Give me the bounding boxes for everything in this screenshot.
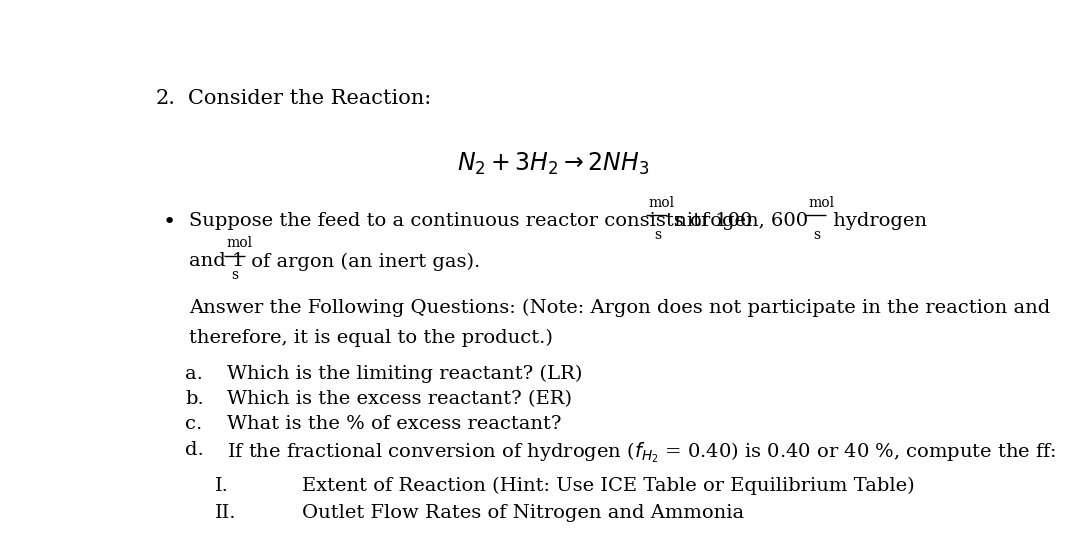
Text: Outlet Flow Rates of Nitrogen and Ammonia: Outlet Flow Rates of Nitrogen and Ammoni…	[302, 504, 744, 522]
Text: s: s	[231, 268, 239, 283]
Text: mol: mol	[808, 196, 834, 210]
Text: Which is the limiting reactant? (LR): Which is the limiting reactant? (LR)	[227, 365, 582, 383]
Text: a.: a.	[186, 365, 203, 383]
Text: nitrogen, 600: nitrogen, 600	[669, 212, 808, 230]
Text: Answer the Following Questions: (Note: Argon does not participate in the reactio: Answer the Following Questions: (Note: A…	[189, 299, 1051, 317]
Text: of argon (an inert gas).: of argon (an inert gas).	[245, 252, 481, 271]
Text: b.: b.	[186, 390, 204, 408]
Text: Which is the excess reactant? (ER): Which is the excess reactant? (ER)	[227, 390, 572, 408]
Text: Extent of Reaction (Hint: Use ICE Table or Equilibrium Table): Extent of Reaction (Hint: Use ICE Table …	[302, 477, 915, 495]
Text: •: •	[163, 212, 176, 232]
Text: I.: I.	[215, 477, 228, 495]
Text: therefore, it is equal to the product.): therefore, it is equal to the product.)	[189, 328, 553, 347]
Text: d.: d.	[186, 441, 204, 459]
Text: hydrogen: hydrogen	[827, 212, 928, 230]
Text: mol: mol	[649, 196, 675, 210]
Text: s: s	[813, 228, 820, 242]
Text: What is the % of excess reactant?: What is the % of excess reactant?	[227, 415, 562, 433]
Text: 2.: 2.	[156, 89, 176, 108]
Text: Consider the Reaction:: Consider the Reaction:	[188, 89, 431, 108]
Text: mol: mol	[226, 236, 253, 250]
Text: s: s	[653, 228, 661, 242]
Text: $N_2 + 3H_2 \rightarrow 2NH_3$: $N_2 + 3H_2 \rightarrow 2NH_3$	[457, 151, 650, 177]
Text: c.: c.	[186, 415, 202, 433]
Text: If the fractional conversion of hydrogen ($f_{H_2}$ = 0.40) is 0.40 or 40 %, com: If the fractional conversion of hydrogen…	[227, 441, 1056, 465]
Text: II.: II.	[215, 504, 237, 522]
Text: Suppose the feed to a continuous reactor consists of 100: Suppose the feed to a continuous reactor…	[189, 212, 753, 230]
Text: and 1: and 1	[189, 252, 245, 271]
